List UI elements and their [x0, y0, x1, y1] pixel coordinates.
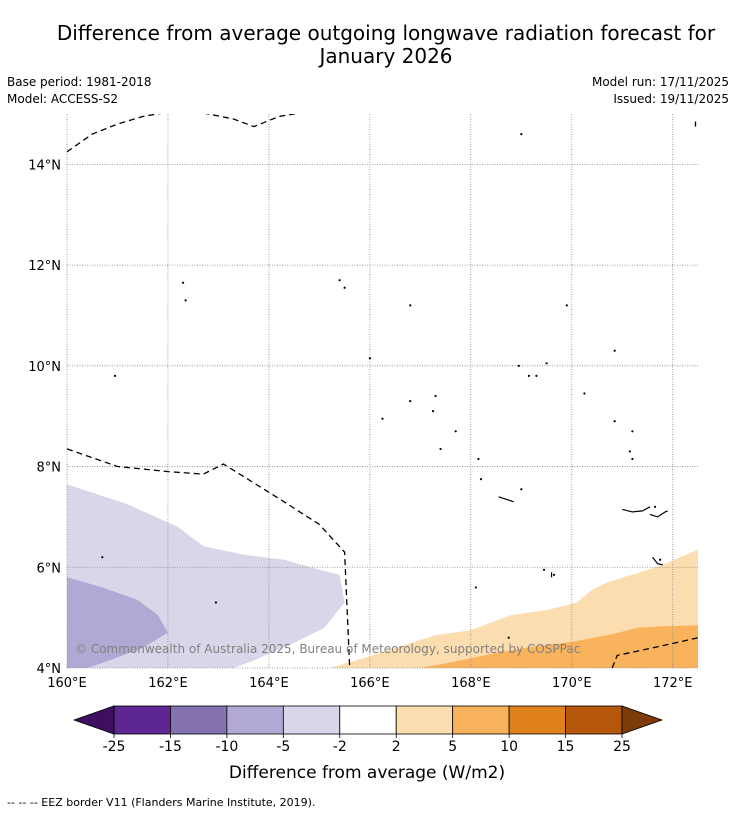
island-dot — [431, 410, 435, 413]
island-dot — [517, 364, 520, 367]
island-dot — [381, 417, 384, 420]
meta-right: Model run: 17/11/2025 Issued: 19/11/2025 — [592, 74, 729, 108]
eez-border-line — [67, 448, 351, 668]
island-dot — [479, 478, 483, 481]
colorbar-bin — [565, 705, 623, 735]
colorbar-tick-label: 5 — [448, 739, 457, 755]
island-dot — [409, 304, 412, 307]
colorbar-tick-label: 25 — [613, 739, 631, 755]
chart-title: Difference from average outgoing longwav… — [0, 22, 736, 68]
issued-date: Issued: 19/11/2025 — [613, 92, 729, 106]
colorbar-tick-label: 15 — [557, 739, 575, 755]
x-tick-label: 164°E — [249, 676, 289, 691]
x-tick-label: 160°E — [47, 676, 87, 691]
y-tick-label: 12°N — [28, 259, 61, 274]
region-negative-5-to-10 — [67, 577, 168, 668]
island-dot — [338, 279, 341, 282]
colorbar-bin — [226, 705, 284, 735]
colorbar-label: Difference from average (W/m2) — [229, 763, 505, 783]
meta-left: Base period: 1981-2018 Model: ACCESS-S2 — [7, 74, 152, 108]
island-dot — [613, 349, 616, 352]
island-dot — [454, 430, 457, 433]
island-dot — [613, 420, 616, 423]
chart-title-line-1: Difference from average outgoing longwav… — [56, 21, 716, 45]
model-run: Model run: 17/11/2025 — [591, 75, 729, 89]
island-dot — [542, 568, 546, 571]
colorbar-bin — [508, 705, 566, 735]
x-tick-label: 162°E — [148, 676, 188, 691]
island-dot — [184, 299, 187, 302]
island-dot — [527, 374, 530, 377]
island-dot — [535, 374, 538, 377]
region-positive-5-to-10 — [420, 625, 698, 668]
island-dot — [439, 447, 442, 451]
island-dot — [368, 357, 371, 360]
colorbar-bin — [395, 705, 454, 735]
eez-borders — [67, 114, 698, 668]
island-dot — [553, 573, 556, 576]
island-outline — [652, 556, 663, 566]
y-tick-label: 10°N — [28, 360, 61, 375]
axis-tick-labels: 160°E 162°E 164°E 166°E 168°E 170°E 172°E 4°N 6°… — [28, 158, 692, 691]
colorbar-bin — [452, 705, 510, 735]
island-outline — [649, 510, 668, 518]
contour-regions — [67, 484, 698, 668]
y-tick-label: 14°N — [28, 158, 61, 173]
colorbar-tick-label: -15 — [159, 739, 182, 755]
colorbar: -25 -15 -10 -5 -2 2 5 10 15 25 — [72, 705, 664, 755]
footer-note: -- -- -- EEZ border V11 (Flanders Marine… — [7, 796, 316, 809]
y-tick-label: 4°N — [37, 662, 62, 677]
base-period: Base period: 1981-2018 — [7, 75, 152, 89]
y-tick-label: 8°N — [37, 461, 62, 476]
island-outline — [498, 496, 514, 503]
x-tick-label: 172°E — [653, 676, 693, 691]
colorbar-bin — [339, 705, 397, 735]
island-dot — [520, 488, 523, 491]
x-tick-label: 168°E — [451, 676, 491, 691]
island-dot — [628, 450, 631, 453]
island-dot — [343, 286, 346, 289]
colorbar-tick-label: -2 — [333, 739, 347, 755]
island-dot — [520, 133, 523, 136]
island-dot — [565, 304, 568, 307]
island-dot — [583, 392, 586, 395]
islands — [101, 133, 668, 639]
colorbar-tick-label: -5 — [276, 739, 290, 755]
colorbar-extend-low — [72, 705, 115, 735]
colorbar-bin — [282, 705, 341, 735]
island-dot — [474, 586, 477, 589]
colorbar-tick-label: 10 — [500, 739, 518, 755]
map-chart: © Commonwealth of Australia 2025, Bureau… — [28, 114, 698, 783]
copyright-notice: © Commonwealth of Australia 2025, Bureau… — [75, 642, 580, 656]
colorbar-bin — [113, 705, 171, 735]
colorbar-tick-label: 2 — [392, 739, 401, 755]
chart-title-line-2: January 2026 — [319, 44, 453, 68]
island-dot — [101, 556, 104, 559]
island-dot — [113, 374, 117, 377]
eez-border-line — [611, 637, 698, 668]
model-name: Model: ACCESS-S2 — [7, 92, 119, 106]
island-dot — [214, 601, 218, 604]
island-dot — [409, 399, 412, 403]
island-dot — [507, 636, 510, 639]
eez-border-line — [67, 114, 161, 153]
island-dot — [653, 505, 657, 508]
colorbar-bin — [170, 705, 228, 735]
colorbar-tick-label: -25 — [103, 739, 126, 755]
island-dot — [545, 362, 548, 365]
eez-border-line — [205, 114, 298, 128]
island-outline — [622, 506, 651, 513]
colorbar-tick-label: -10 — [215, 739, 238, 755]
x-tick-label: 166°E — [350, 676, 390, 691]
gridlines — [66, 114, 698, 669]
x-tick-label: 170°E — [552, 676, 592, 691]
colorbar-extend-high — [621, 705, 664, 735]
island-dot — [434, 394, 437, 398]
y-tick-label: 6°N — [37, 561, 62, 576]
island-dot — [477, 457, 480, 461]
island-dot — [631, 430, 634, 433]
island-dot — [631, 457, 634, 461]
island-dot — [659, 558, 662, 561]
island-dot — [182, 281, 185, 284]
